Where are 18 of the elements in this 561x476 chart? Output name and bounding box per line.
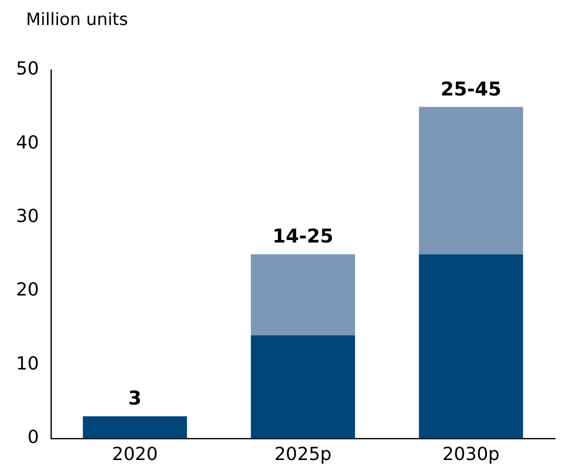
y-axis-title: Million units: [26, 10, 128, 30]
y-tick-label: 10: [16, 353, 39, 374]
bar: [250, 254, 356, 336]
x-tick-label: 2030p: [442, 444, 500, 465]
x-tick-label: 2020: [112, 444, 158, 465]
bar: [418, 254, 524, 438]
y-tick-label: 40: [16, 132, 39, 154]
total-label: 14-25: [272, 226, 334, 248]
y-tick-label: 20: [16, 280, 39, 301]
x-tick-label: 2025p: [274, 444, 332, 465]
bar: [250, 335, 356, 438]
y-tick-label: 0: [27, 427, 39, 448]
y-tick-label: 50: [16, 58, 39, 80]
bar: [82, 416, 188, 438]
y-tick-label: 30: [16, 206, 39, 228]
bar: [418, 106, 524, 254]
total-label: 25-45: [440, 78, 502, 100]
total-label: 3: [128, 388, 142, 410]
